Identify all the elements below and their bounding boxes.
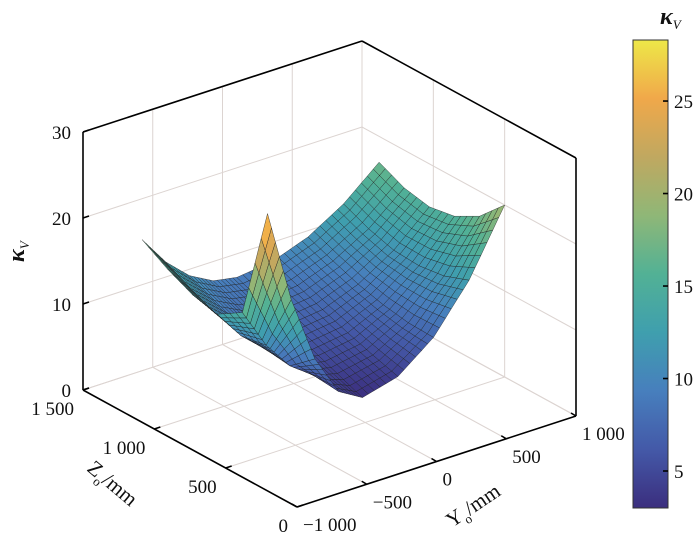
z-axis-label: κV bbox=[4, 239, 32, 262]
z-axis-label-sub: V bbox=[17, 239, 32, 249]
z-o-tick-label: 500 bbox=[188, 477, 217, 498]
y-o-tick-mark bbox=[570, 412, 577, 417]
z-axis-label-main: κ bbox=[4, 248, 30, 262]
floor-gridline bbox=[152, 366, 367, 485]
y-o-tick-mark bbox=[431, 457, 437, 463]
y-o-tick-label: 500 bbox=[512, 447, 541, 468]
side-wall-gridline bbox=[361, 126, 577, 245]
y-axis-label: Zo/mm bbox=[80, 455, 142, 514]
z-o-tick-mark bbox=[154, 426, 161, 430]
colorbar-ticks: 5 10 15 20 25 bbox=[663, 92, 693, 483]
z-o-tick-mark bbox=[82, 387, 90, 391]
colorbar-label: κV bbox=[660, 4, 683, 32]
kappa-tick-label: 0 bbox=[62, 381, 72, 402]
kappa-tick-mark bbox=[82, 215, 90, 219]
colorbar-tick-label: 5 bbox=[674, 462, 684, 483]
colorbar-label-main: κ bbox=[660, 4, 674, 30]
y-o-tick-mark bbox=[500, 435, 507, 440]
z-o-tick-label: 0 bbox=[279, 516, 289, 537]
z-o-tick-mark bbox=[225, 465, 232, 469]
kappa-tick-mark bbox=[82, 301, 90, 305]
colorbar: 5 10 15 20 25 κV bbox=[632, 4, 693, 509]
kappa-tick-label: 30 bbox=[52, 123, 71, 144]
kappa-tick-label: 10 bbox=[52, 295, 71, 316]
surface-mesh bbox=[141, 161, 506, 399]
y-axis-label-unit: /mm bbox=[98, 468, 143, 511]
y-o-tick-label: 1 000 bbox=[582, 424, 625, 445]
z-o-tick-label: 1 000 bbox=[103, 438, 146, 459]
surface-patch bbox=[260, 212, 272, 252]
floor-gridline bbox=[222, 344, 437, 462]
box-edge bbox=[361, 40, 577, 159]
colorbar-tick-label: 15 bbox=[674, 277, 693, 298]
colorbar-label-sub: V bbox=[673, 17, 683, 32]
back-wall-gridline bbox=[82, 212, 363, 305]
back-wall-gridline bbox=[82, 126, 363, 219]
y-o-tick-mark bbox=[291, 503, 298, 508]
colorbar-tick-label: 20 bbox=[674, 185, 693, 206]
floor-gridline bbox=[225, 376, 505, 469]
colorbar-gradient bbox=[632, 39, 669, 509]
y-o-tick-label: −500 bbox=[373, 492, 412, 513]
z-o-tick-mark bbox=[296, 504, 304, 508]
z-o-tick-label: 1 500 bbox=[31, 399, 74, 420]
colorbar-tick-label: 25 bbox=[674, 92, 693, 113]
kappa-tick-label: 20 bbox=[52, 209, 71, 230]
z-o-axis-line bbox=[82, 389, 298, 508]
y-o-tick-label: −1 000 bbox=[303, 515, 356, 536]
y-o-tick-label: 0 bbox=[443, 470, 453, 491]
tick-labels: 0 10 20 30 0 500 1 000 1 500 −1 000 −500 0 500 1 000 bbox=[31, 123, 625, 537]
colorbar-tick-label: 10 bbox=[674, 370, 693, 391]
y-o-tick-mark bbox=[361, 480, 368, 485]
kappa-tick-mark bbox=[82, 129, 90, 133]
box-edge bbox=[82, 40, 363, 133]
